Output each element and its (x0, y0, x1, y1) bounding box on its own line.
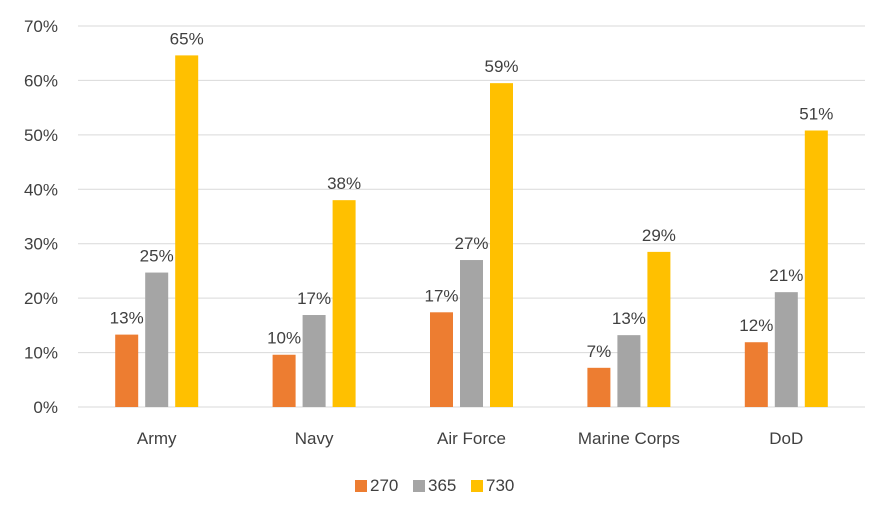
data-label: 25% (140, 247, 174, 266)
bar-730-navy (332, 200, 356, 407)
y-axis-ticks: 0% 10% 20% 30% 40% 50% 60% 70% (24, 17, 58, 417)
y-tick-label: 50% (24, 126, 58, 145)
bar-270-navy (272, 354, 296, 407)
bar-365-air-force (460, 260, 483, 407)
category-label: Navy (295, 429, 334, 448)
data-label: 27% (454, 234, 488, 253)
data-label: 10% (267, 329, 301, 348)
data-label: 59% (484, 57, 518, 76)
data-label: 21% (769, 266, 803, 285)
bar-365-dod (774, 292, 798, 407)
bar-270-dod (744, 342, 768, 407)
bar-365-navy (302, 315, 326, 407)
category-label: Air Force (437, 429, 506, 448)
bar-730-air-force (490, 83, 513, 408)
category-label: DoD (769, 429, 803, 448)
data-label: 7% (587, 342, 612, 361)
y-tick-label: 70% (24, 17, 58, 36)
legend-label-730: 730 (486, 476, 514, 495)
data-label: 17% (424, 286, 458, 305)
data-label: 51% (799, 105, 833, 124)
legend-swatch-270 (355, 480, 367, 492)
y-tick-label: 20% (24, 289, 58, 308)
data-label: 29% (642, 226, 676, 245)
legend: 270 365 730 (355, 476, 514, 495)
bar-270-army (115, 334, 139, 407)
data-label: 17% (297, 289, 331, 308)
data-label: 13% (110, 309, 144, 328)
bar-365-army (145, 272, 169, 407)
bar-730-army (175, 55, 199, 408)
y-tick-label: 60% (24, 71, 58, 90)
legend-swatch-365 (413, 480, 425, 492)
category-label: Marine Corps (578, 429, 680, 448)
bar-270-marine-corps (587, 367, 611, 407)
bar-270-air-force (430, 312, 453, 407)
category-label: Army (137, 429, 177, 448)
y-tick-label: 10% (24, 344, 58, 363)
data-labels: 13%25%65%10%17%38%17%27%59%7%13%29%12%21… (110, 29, 834, 360)
x-axis-categories: Army Navy Air Force Marine Corps DoD (137, 429, 803, 448)
y-tick-label: 30% (24, 235, 58, 254)
data-label: 12% (739, 316, 773, 335)
y-tick-label: 40% (24, 180, 58, 199)
data-label: 65% (170, 29, 204, 48)
legend-label-270: 270 (370, 476, 398, 495)
data-label: 13% (612, 309, 646, 328)
bar-730-dod (804, 130, 828, 407)
legend-label-365: 365 (428, 476, 456, 495)
data-label: 38% (327, 174, 361, 193)
legend-swatch-730 (471, 480, 483, 492)
bar-730-marine-corps (647, 251, 671, 407)
bars (115, 55, 828, 408)
y-tick-label: 0% (33, 398, 58, 417)
bar-365-marine-corps (617, 335, 641, 407)
